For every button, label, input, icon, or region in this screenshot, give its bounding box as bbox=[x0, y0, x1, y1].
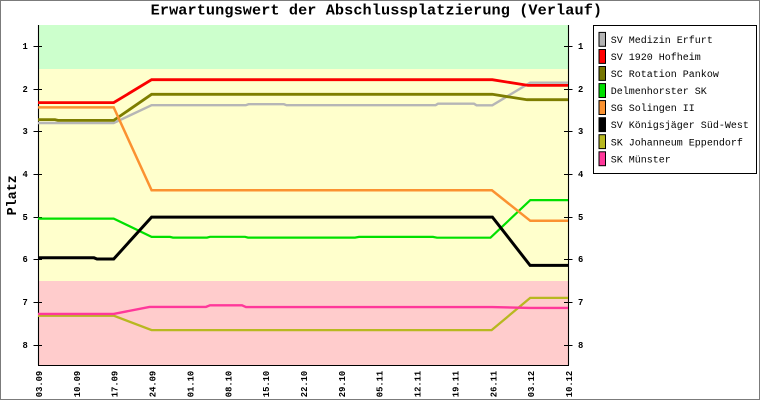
svg-text:10.09: 10.09 bbox=[73, 371, 83, 397]
svg-text:7: 7 bbox=[578, 298, 583, 308]
svg-text:3: 3 bbox=[578, 127, 583, 137]
svg-text:03.09: 03.09 bbox=[35, 371, 45, 397]
svg-text:10.12: 10.12 bbox=[565, 371, 575, 397]
svg-text:SV Königsjäger Süd-West: SV Königsjäger Süd-West bbox=[611, 120, 749, 132]
svg-text:12.11: 12.11 bbox=[414, 371, 424, 397]
svg-text:SV Medizin Erfurt: SV Medizin Erfurt bbox=[611, 35, 713, 47]
svg-text:1: 1 bbox=[578, 42, 583, 52]
svg-text:4: 4 bbox=[22, 170, 28, 180]
svg-text:15.10: 15.10 bbox=[262, 371, 272, 397]
svg-text:SC Rotation Pankow: SC Rotation Pankow bbox=[611, 69, 719, 81]
svg-text:Platz: Platz bbox=[6, 175, 21, 215]
svg-text:1: 1 bbox=[22, 42, 27, 52]
svg-text:Erwartungswert der Abschlusspl: Erwartungswert der Abschlussplatzierung … bbox=[151, 1, 603, 19]
svg-text:SG Solingen II: SG Solingen II bbox=[611, 103, 695, 115]
svg-text:6: 6 bbox=[22, 255, 27, 265]
svg-text:2: 2 bbox=[22, 85, 27, 95]
svg-text:03.12: 03.12 bbox=[527, 371, 537, 397]
svg-text:4: 4 bbox=[578, 170, 584, 180]
svg-text:8: 8 bbox=[22, 341, 27, 351]
svg-text:5: 5 bbox=[578, 213, 583, 223]
svg-text:05.11: 05.11 bbox=[376, 371, 386, 397]
svg-text:SK Münster: SK Münster bbox=[611, 154, 671, 166]
svg-text:5: 5 bbox=[22, 213, 27, 223]
svg-text:22.10: 22.10 bbox=[300, 371, 310, 397]
svg-text:19.11: 19.11 bbox=[451, 371, 461, 397]
svg-text:2: 2 bbox=[578, 85, 583, 95]
svg-text:24.09: 24.09 bbox=[149, 371, 159, 397]
svg-text:26.11: 26.11 bbox=[489, 371, 499, 397]
svg-text:17.09: 17.09 bbox=[111, 371, 121, 397]
svg-text:29.10: 29.10 bbox=[338, 371, 348, 397]
svg-text:3: 3 bbox=[22, 127, 27, 137]
svg-text:08.10: 08.10 bbox=[224, 371, 234, 397]
svg-text:8: 8 bbox=[578, 341, 583, 351]
svg-text:7: 7 bbox=[22, 298, 27, 308]
svg-text:SK Johanneum Eppendorf: SK Johanneum Eppendorf bbox=[611, 137, 743, 149]
svg-text:6: 6 bbox=[578, 255, 583, 265]
svg-text:Delmenhorster SK: Delmenhorster SK bbox=[611, 86, 707, 98]
svg-text:SV 1920 Hofheim: SV 1920 Hofheim bbox=[611, 52, 701, 64]
svg-text:01.10: 01.10 bbox=[186, 371, 196, 397]
